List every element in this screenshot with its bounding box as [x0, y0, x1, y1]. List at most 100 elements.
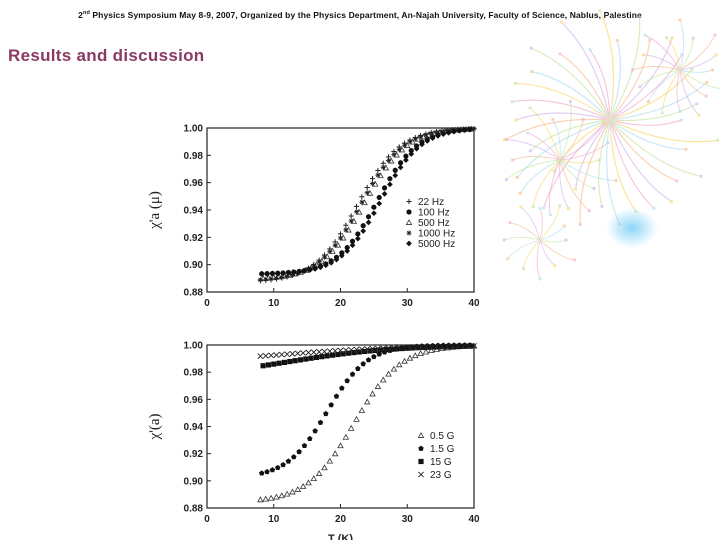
data-point [324, 353, 330, 359]
data-point [290, 269, 297, 276]
data-point [347, 424, 355, 431]
data-point [455, 343, 461, 350]
legend-label: 500 Hz [418, 218, 450, 229]
data-point [353, 415, 360, 422]
data-point [337, 442, 344, 449]
data-point [359, 199, 365, 205]
legend-marker [406, 240, 412, 247]
data-point [328, 402, 334, 408]
data-point [444, 127, 450, 134]
data-point [369, 345, 376, 352]
data-point [377, 347, 384, 353]
data-point [461, 127, 468, 134]
data-point [257, 277, 263, 283]
data-point [456, 127, 463, 134]
data-point [385, 370, 392, 377]
data-point [365, 214, 372, 220]
legend: 0.5 G 1.5 G 15 G 23 G [417, 431, 455, 481]
x-axis-label: T (K) [328, 533, 353, 540]
data-point [345, 350, 352, 356]
data-point [395, 361, 403, 368]
data-point [310, 349, 317, 356]
data-point [358, 406, 366, 413]
data-point [269, 467, 276, 473]
data-point [260, 363, 266, 369]
data-point [372, 347, 378, 354]
data-point [321, 464, 328, 471]
data-point [331, 450, 339, 457]
legend-marker [406, 230, 412, 236]
data-point [371, 204, 377, 210]
data-point [344, 244, 350, 251]
data-point [449, 343, 456, 350]
firework-burst [502, 204, 577, 281]
data-point [407, 139, 413, 145]
data-point [262, 495, 270, 502]
data-point [399, 345, 405, 352]
data-point [412, 344, 419, 351]
data-point [375, 172, 381, 178]
y-tick-label: 0.88 [184, 504, 204, 515]
data-point [327, 249, 333, 255]
data-point [360, 223, 366, 229]
data-point [264, 468, 270, 475]
data-point [429, 135, 436, 141]
data-point [390, 344, 397, 351]
data-point [259, 470, 265, 476]
data-point [463, 343, 469, 349]
data-point [460, 343, 467, 350]
data-point [381, 190, 388, 197]
data-point [323, 253, 331, 260]
data-point [351, 349, 357, 356]
data-point [297, 357, 304, 363]
data-point [348, 218, 354, 224]
data-point [375, 167, 381, 174]
legend-label: 1.5 G [430, 444, 455, 455]
legend-label: 23 G [430, 470, 452, 481]
data-point [315, 470, 323, 476]
data-point [348, 213, 354, 219]
chart-1: 0 10 20 30 40 0.88 0.90 0.92 0.94 0.96 0.98 1.00 χ'a… [147, 124, 480, 310]
legend-label: 1000 Hz [418, 229, 455, 240]
data-point [292, 358, 298, 364]
data-point [428, 130, 434, 136]
data-point [417, 350, 424, 357]
data-point [423, 343, 429, 350]
data-point [364, 190, 370, 196]
data-point [340, 351, 346, 357]
data-point [471, 126, 477, 132]
data-point [428, 343, 435, 350]
data-point [376, 200, 383, 207]
data-point [371, 210, 377, 217]
data-point [387, 181, 393, 188]
data-point [354, 235, 361, 242]
data-point [267, 494, 275, 501]
series-23-g [257, 343, 477, 360]
data-point [317, 419, 324, 425]
y-tick-label: 0.96 [184, 178, 204, 189]
data-point [401, 344, 408, 351]
data-point [299, 483, 307, 489]
data-point [326, 457, 334, 464]
data-point [333, 256, 340, 263]
data-point [334, 241, 342, 248]
data-point [415, 345, 421, 351]
data-point [349, 238, 356, 244]
data-point [339, 250, 345, 256]
data-point [355, 231, 361, 237]
data-point [447, 343, 453, 350]
data-point [294, 486, 302, 492]
data-point [332, 242, 338, 248]
data-point [397, 164, 404, 171]
data-point [379, 376, 387, 383]
data-point [342, 433, 350, 440]
data-point [285, 269, 292, 276]
data-point [403, 153, 409, 159]
data-point [281, 359, 288, 366]
data-point [283, 490, 291, 497]
data-point [412, 136, 418, 142]
data-point [262, 352, 269, 359]
data-point [295, 270, 301, 276]
data-point [305, 349, 312, 356]
